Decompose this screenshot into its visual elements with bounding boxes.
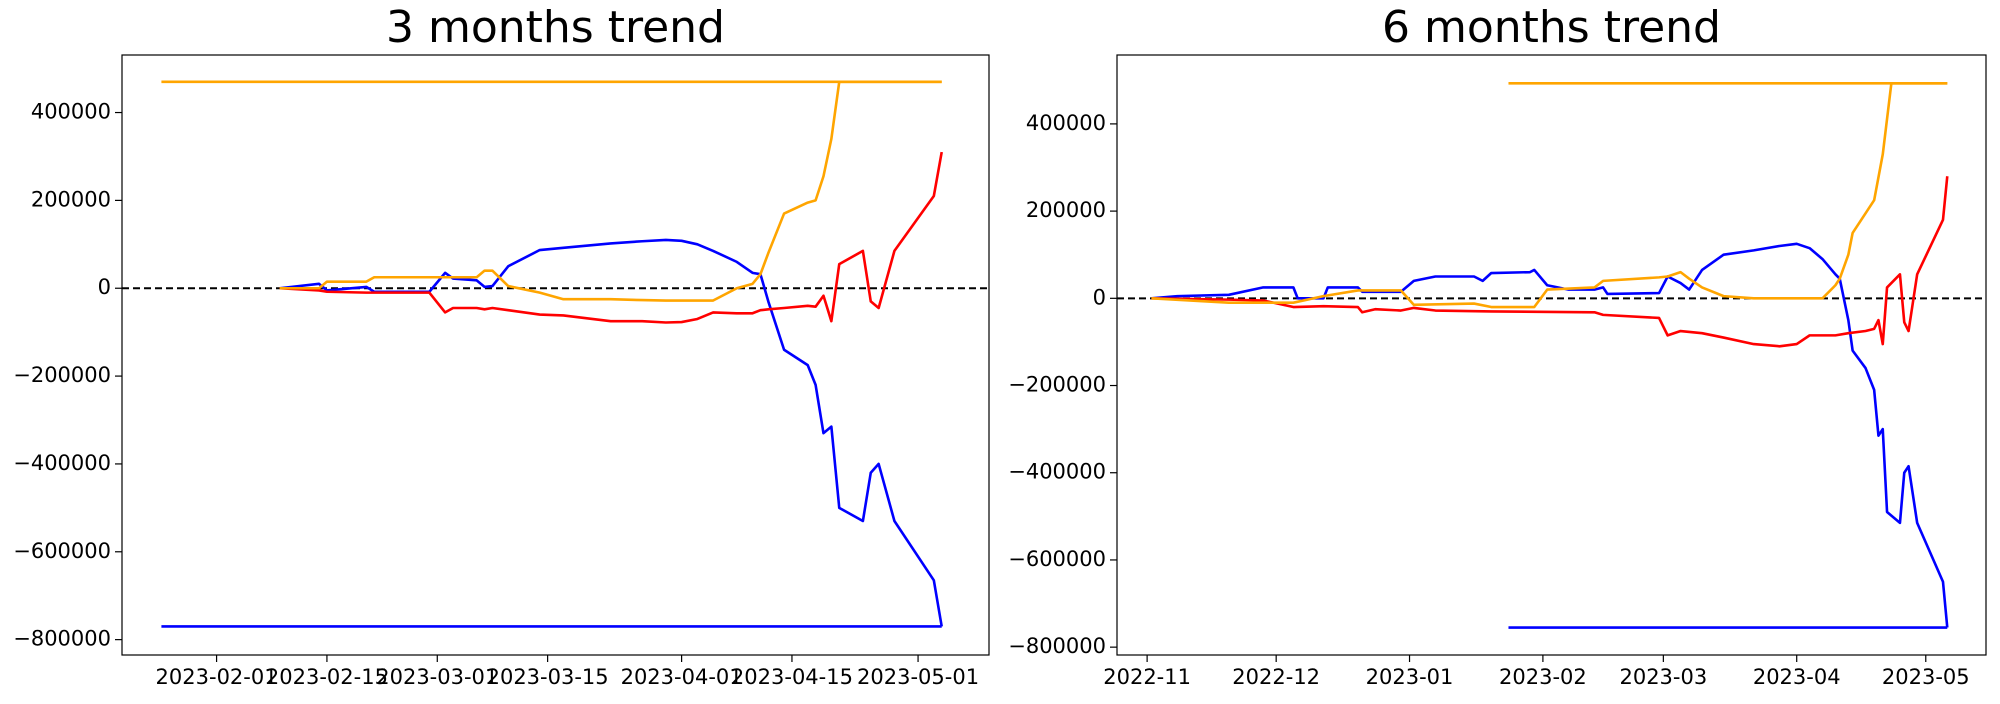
y-tick-label: 200000 bbox=[1026, 198, 1106, 222]
series-line bbox=[279, 238, 943, 627]
y-tick-label: −800000 bbox=[13, 627, 111, 651]
chart-title: 6 months trend bbox=[1382, 2, 1721, 53]
x-tick-label: 2023-01 bbox=[1366, 665, 1454, 689]
x-tick-label: 2023-05-01 bbox=[857, 665, 979, 689]
plot-frame bbox=[121, 54, 990, 656]
x-tick-label: 2023-02 bbox=[1499, 665, 1587, 689]
plot-frame bbox=[1116, 54, 1987, 656]
series-line bbox=[1151, 176, 1949, 348]
y-tick-label: 400000 bbox=[31, 100, 111, 124]
y-tick-label: −600000 bbox=[13, 539, 111, 563]
series-line bbox=[279, 80, 942, 302]
y-tick-label: 0 bbox=[98, 275, 111, 299]
series-line bbox=[1151, 82, 1948, 309]
series-line bbox=[279, 151, 943, 324]
x-tick-label: 2023-02-15 bbox=[266, 665, 388, 689]
y-tick-label: −600000 bbox=[1008, 547, 1106, 571]
chart-title: 3 months trend bbox=[386, 2, 725, 53]
x-tick-label: 2022-11 bbox=[1103, 665, 1191, 689]
x-tick-label: 2023-03-01 bbox=[376, 665, 498, 689]
x-tick-label: 2023-03-15 bbox=[487, 665, 609, 689]
y-tick-label: −200000 bbox=[1008, 373, 1106, 397]
x-tick-label: 2023-04-15 bbox=[731, 665, 853, 689]
y-tick-label: −200000 bbox=[13, 363, 111, 387]
x-tick-label: 2023-04-01 bbox=[621, 665, 743, 689]
x-tick-label: 2023-04 bbox=[1753, 665, 1841, 689]
y-tick-label: 200000 bbox=[31, 187, 111, 211]
x-tick-label: 2023-03 bbox=[1619, 665, 1707, 689]
y-tick-label: −800000 bbox=[1008, 634, 1106, 658]
y-tick-label: 400000 bbox=[1026, 111, 1106, 135]
x-tick-label: 2022-12 bbox=[1232, 665, 1320, 689]
y-tick-label: −400000 bbox=[13, 451, 111, 475]
x-tick-label: 2023-05 bbox=[1882, 665, 1970, 689]
x-tick-label: 2023-02-01 bbox=[156, 665, 278, 689]
y-tick-label: 0 bbox=[1093, 285, 1106, 309]
y-tick-label: −400000 bbox=[1008, 460, 1106, 484]
